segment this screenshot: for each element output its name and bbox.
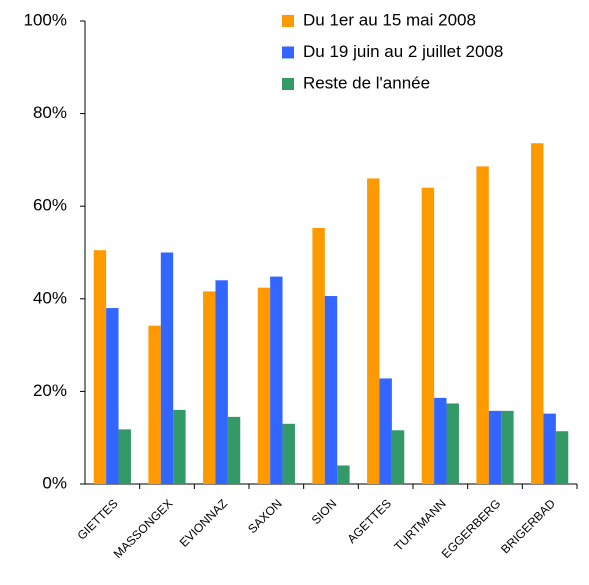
bar (324, 296, 338, 484)
bar (555, 431, 569, 484)
y-tick-label: 100% (24, 10, 67, 29)
legend-label: Du 19 juin au 2 juillet 2008 (303, 42, 503, 61)
bar (312, 227, 325, 484)
bar (282, 423, 295, 484)
bar (257, 287, 271, 484)
y-tick-label: 80% (33, 103, 67, 122)
bar (118, 429, 131, 484)
y-tick-label: 0% (42, 473, 67, 492)
bar (173, 409, 186, 484)
bar (501, 410, 514, 484)
bar (337, 465, 350, 484)
legend-label: Reste de l'année (303, 73, 430, 92)
x-tick-label: BRIGERBAD (498, 496, 558, 556)
y-tick-label: 20% (33, 381, 67, 400)
bar (421, 187, 435, 484)
x-tick-label: SION (309, 496, 340, 527)
y-tick-label: 60% (33, 196, 67, 215)
legend-swatch (282, 78, 294, 90)
bar (215, 280, 228, 484)
bar (446, 403, 459, 484)
x-tick-label: SAXON (245, 496, 285, 536)
bar (434, 397, 447, 484)
x-tick-label: AGETTES (345, 496, 395, 546)
bar (227, 416, 241, 484)
bar (203, 291, 216, 484)
legend-swatch (282, 46, 294, 59)
y-tick-label: 40% (33, 288, 67, 307)
x-tick-label: TURTMANN (391, 496, 448, 553)
bar (270, 276, 283, 484)
bar (106, 308, 119, 484)
bar (488, 410, 502, 484)
bar (148, 325, 161, 484)
bar (391, 430, 405, 484)
bar (531, 143, 544, 484)
x-tick-label: GIETTES (74, 496, 120, 542)
bar (160, 252, 174, 484)
bar (476, 166, 489, 484)
bar (543, 413, 556, 484)
legend-label: Du 1er au 15 mai 2008 (303, 10, 476, 29)
bar (379, 378, 392, 484)
bar (93, 250, 107, 484)
legend-swatch (282, 15, 294, 27)
bar (367, 178, 380, 485)
x-tick-label: EVIONNAZ (177, 496, 230, 549)
